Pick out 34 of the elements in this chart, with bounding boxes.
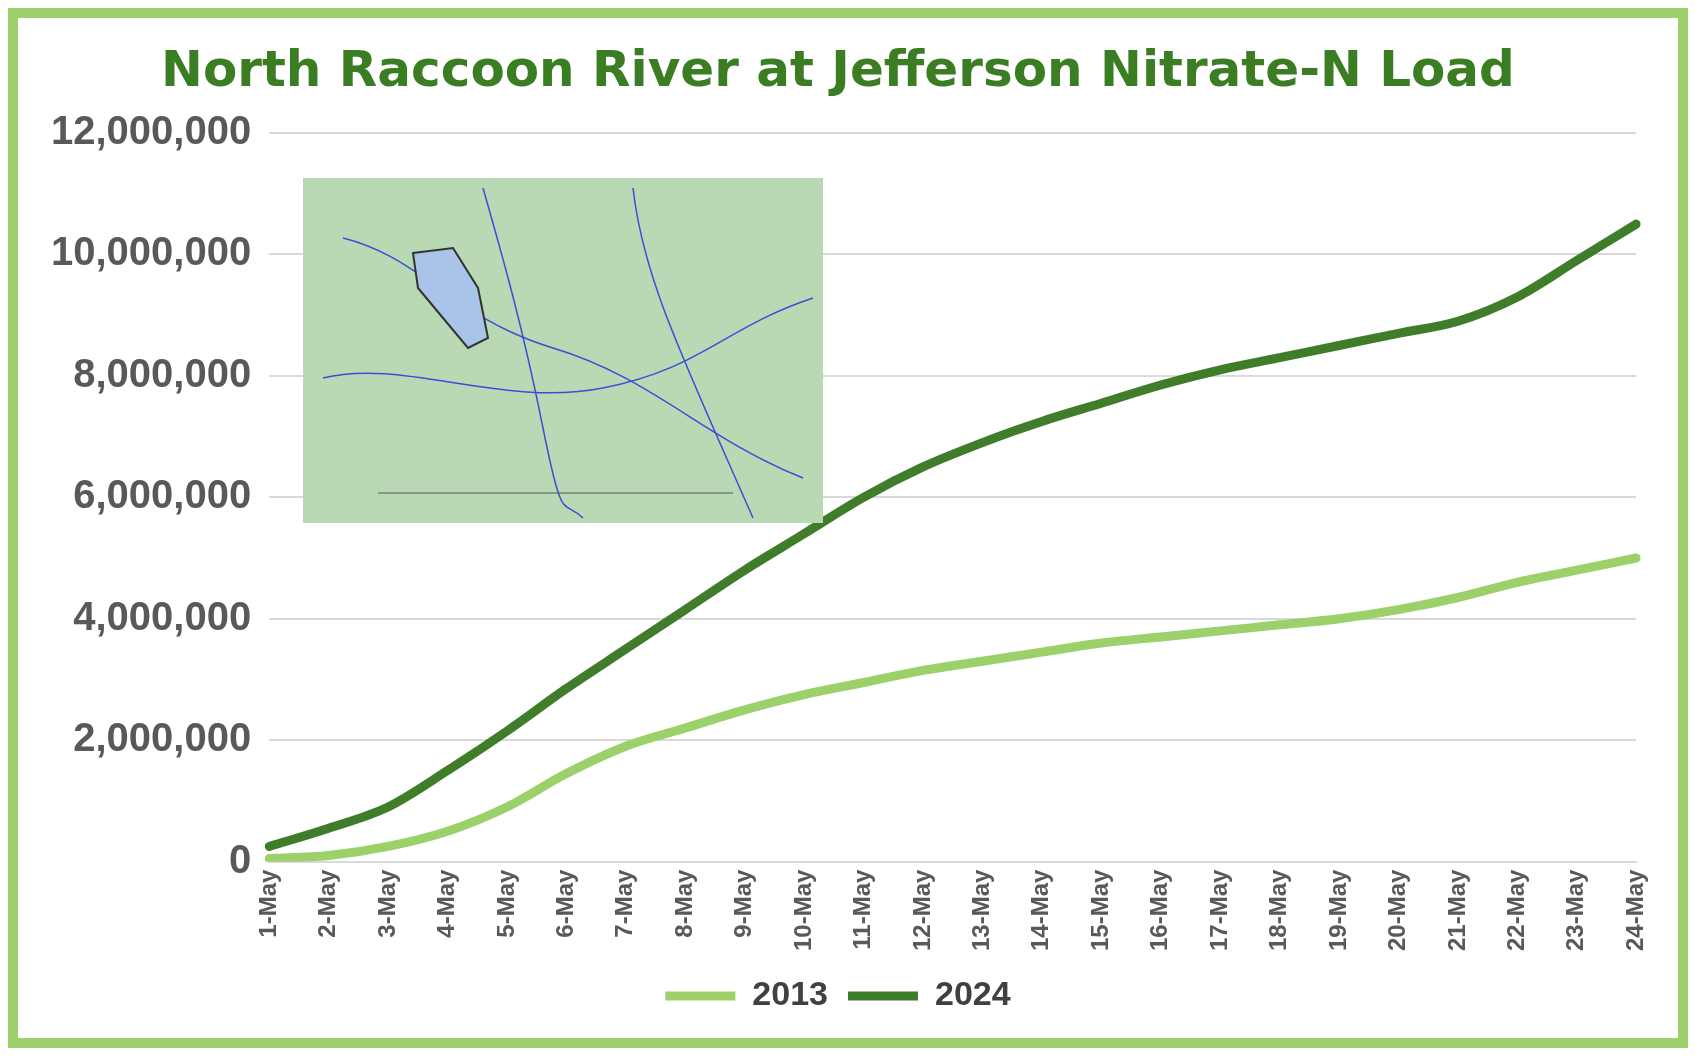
x-tick-label: 12-May — [907, 868, 935, 951]
x-tick-label: 4-May — [432, 868, 460, 938]
x-tick-label: 6-May — [551, 868, 578, 938]
x-tick-label: 22-May — [1501, 868, 1529, 951]
x-tick-label: 17-May — [1204, 868, 1232, 951]
x-tick-label: 24-May — [1620, 868, 1648, 951]
x-tick-label: 1-May — [253, 868, 281, 938]
y-tick-label: 10,000,000 — [50, 229, 252, 274]
x-tick-label: 13-May — [967, 868, 995, 951]
x-tick-label: 16-May — [1145, 868, 1173, 951]
x-tick-label: 18-May — [1264, 868, 1292, 951]
x-tick-label: 11-May — [848, 868, 876, 950]
x-tick-label: 14-May — [1026, 868, 1054, 951]
chart-title: North Raccoon River at Jefferson Nitrate-N Load — [161, 39, 1515, 98]
x-tick-label: 5-May — [491, 868, 519, 938]
x-tick-label: 23-May — [1561, 868, 1589, 951]
legend-label: 2013 — [752, 974, 828, 1013]
x-tick-label: 10-May — [788, 868, 816, 951]
legend-label: 2024 — [935, 974, 1011, 1013]
x-tick-label: 15-May — [1085, 868, 1113, 951]
x-tick-label: 19-May — [1323, 868, 1351, 951]
x-tick-label: 8-May — [669, 868, 697, 938]
y-tick-label: 2,000,000 — [73, 715, 252, 760]
y-tick-label: 12,000,000 — [50, 108, 252, 153]
y-tick-label: 8,000,000 — [73, 350, 252, 395]
y-tick-label: 6,000,000 — [73, 472, 252, 517]
x-tick-label: 9-May — [729, 868, 757, 938]
x-tick-label: 3-May — [372, 868, 400, 938]
x-tick-label: 21-May — [1442, 868, 1470, 951]
x-tick-label: 20-May — [1383, 868, 1411, 951]
x-tick-label: 2-May — [313, 868, 341, 938]
y-tick-label: 4,000,000 — [73, 593, 252, 638]
x-tick-label: 7-May — [610, 868, 638, 938]
y-tick-label: 0 — [228, 836, 252, 881]
